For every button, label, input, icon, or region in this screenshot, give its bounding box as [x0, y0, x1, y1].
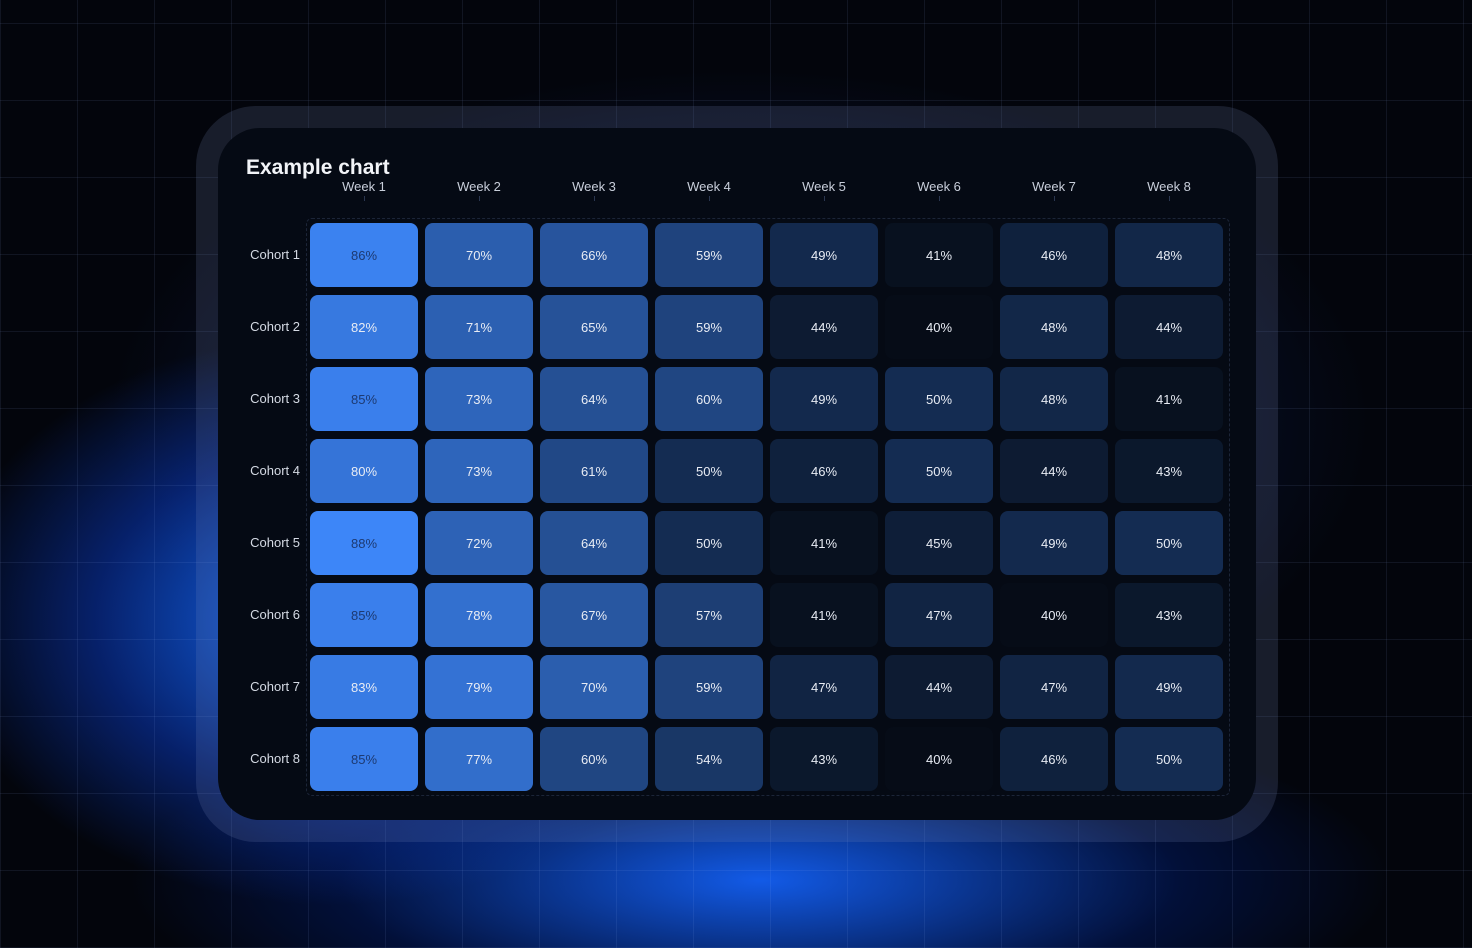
heatmap-cell: 41% — [885, 223, 993, 287]
heatmap-cell: 48% — [1000, 295, 1108, 359]
heatmap-cell: 70% — [425, 223, 533, 287]
row-label: Cohort 5 — [250, 535, 300, 550]
heatmap-cell: 49% — [1115, 655, 1223, 719]
heatmap-cell: 40% — [885, 295, 993, 359]
heatmap-cell: 88% — [310, 511, 418, 575]
row-label: Cohort 2 — [250, 319, 300, 334]
heatmap-cell: 54% — [655, 727, 763, 791]
heatmap-cell: 85% — [310, 583, 418, 647]
heatmap-cell: 65% — [540, 295, 648, 359]
heatmap-cell: 85% — [310, 727, 418, 791]
row-label: Cohort 8 — [250, 751, 300, 766]
heatmap-cell: 73% — [425, 439, 533, 503]
heatmap-cell: 50% — [655, 511, 763, 575]
row-label: Cohort 4 — [250, 463, 300, 478]
row-label: Cohort 3 — [250, 391, 300, 406]
heatmap-cell: 61% — [540, 439, 648, 503]
heatmap-cell: 72% — [425, 511, 533, 575]
heatmap-cell: 59% — [655, 223, 763, 287]
column-label: Week 2 — [457, 179, 501, 194]
heatmap-cell: 44% — [885, 655, 993, 719]
heatmap-cell: 44% — [1115, 295, 1223, 359]
heatmap-cell: 82% — [310, 295, 418, 359]
heatmap-cell: 77% — [425, 727, 533, 791]
column-tick — [594, 196, 595, 201]
heatmap-cell: 43% — [1115, 439, 1223, 503]
heatmap-cell: 50% — [1115, 511, 1223, 575]
heatmap-cell: 47% — [1000, 655, 1108, 719]
heatmap-cell: 60% — [655, 367, 763, 431]
heatmap-cell: 70% — [540, 655, 648, 719]
heatmap-cell: 67% — [540, 583, 648, 647]
heatmap-cell: 78% — [425, 583, 533, 647]
heatmap-cell: 49% — [1000, 511, 1108, 575]
heatmap-cell: 50% — [655, 439, 763, 503]
heatmap-cell: 44% — [1000, 439, 1108, 503]
heatmap-cell: 50% — [1115, 727, 1223, 791]
heatmap-cell: 48% — [1115, 223, 1223, 287]
heatmap-cell: 79% — [425, 655, 533, 719]
heatmap-cell: 83% — [310, 655, 418, 719]
column-label: Week 5 — [802, 179, 846, 194]
heatmap-cell: 85% — [310, 367, 418, 431]
column-label: Week 1 — [342, 179, 386, 194]
column-tick — [824, 196, 825, 201]
heatmap-cell: 57% — [655, 583, 763, 647]
row-label: Cohort 1 — [250, 247, 300, 262]
column-tick — [479, 196, 480, 201]
heatmap-cell: 71% — [425, 295, 533, 359]
column-label: Week 7 — [1032, 179, 1076, 194]
column-label: Week 6 — [917, 179, 961, 194]
column-tick — [939, 196, 940, 201]
heatmap-cell: 49% — [770, 223, 878, 287]
heatmap-cell: 48% — [1000, 367, 1108, 431]
heatmap-cell: 60% — [540, 727, 648, 791]
heatmap-cell: 41% — [1115, 367, 1223, 431]
heatmap-cell: 46% — [1000, 727, 1108, 791]
chart-title: Example chart — [246, 156, 390, 179]
heatmap-cell: 43% — [1115, 583, 1223, 647]
chart-card: Example chart Week 1 Week 2 Week 3 Week 4 We… — [218, 128, 1256, 820]
heatmap-cell: 64% — [540, 367, 648, 431]
heatmap-cell: 80% — [310, 439, 418, 503]
column-tick — [709, 196, 710, 201]
column-label: Week 3 — [572, 179, 616, 194]
heatmap-cell: 41% — [770, 511, 878, 575]
column-tick — [1169, 196, 1170, 201]
heatmap-cell: 46% — [770, 439, 878, 503]
heatmap-cell: 50% — [885, 367, 993, 431]
heatmap-cell: 59% — [655, 655, 763, 719]
heatmap-cell: 40% — [885, 727, 993, 791]
heatmap-cell: 41% — [770, 583, 878, 647]
column-label: Week 8 — [1147, 179, 1191, 194]
column-label: Week 4 — [687, 179, 731, 194]
row-label: Cohort 7 — [250, 679, 300, 694]
plot-area — [306, 218, 1230, 796]
heatmap-cell: 45% — [885, 511, 993, 575]
heatmap-cell: 43% — [770, 727, 878, 791]
heatmap-cell: 66% — [540, 223, 648, 287]
heatmap-cell: 64% — [540, 511, 648, 575]
heatmap-cell: 44% — [770, 295, 878, 359]
heatmap-cell: 59% — [655, 295, 763, 359]
heatmap-cell: 86% — [310, 223, 418, 287]
column-tick — [364, 196, 365, 201]
heatmap-cell: 50% — [885, 439, 993, 503]
column-tick — [1054, 196, 1055, 201]
heatmap-cell: 49% — [770, 367, 878, 431]
heatmap-cell: 46% — [1000, 223, 1108, 287]
heatmap-cell: 47% — [885, 583, 993, 647]
heatmap-cell: 47% — [770, 655, 878, 719]
heatmap-cell: 73% — [425, 367, 533, 431]
row-label: Cohort 6 — [250, 607, 300, 622]
heatmap-cell: 40% — [1000, 583, 1108, 647]
